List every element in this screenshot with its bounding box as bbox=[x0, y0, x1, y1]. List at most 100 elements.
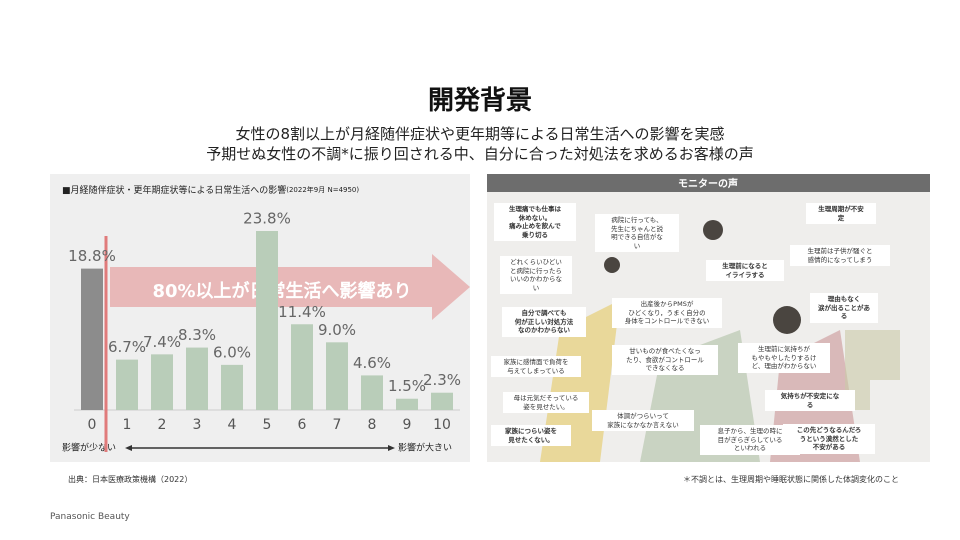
bubble-line: 息子から、生理の時に bbox=[717, 427, 783, 435]
bubble-line: 母は元気だそっている bbox=[513, 394, 579, 402]
x-tick-label: 7 bbox=[333, 417, 342, 433]
speech-bubble: 生理周期が不安定 bbox=[806, 203, 876, 224]
bar bbox=[81, 268, 103, 410]
speech-bubble: この先どうなるんだろ うという漠然とした 不安がある bbox=[783, 424, 875, 454]
x-tick-label: 0 bbox=[88, 417, 97, 433]
bubble-line: 生理周期が不安 bbox=[818, 205, 864, 213]
slide-title: 開発背景 bbox=[427, 86, 532, 116]
source: 出典：日本医療政策機構（2022） bbox=[68, 475, 193, 484]
speech-bubble: 生理前は子供が騒ぐと 感情的になってしまう bbox=[790, 245, 890, 266]
value-label: 4.6% bbox=[353, 354, 391, 372]
bubble-line: 何が正しい対処方法 bbox=[514, 317, 574, 326]
bubble-line: 生理前になると bbox=[722, 262, 768, 270]
monitor-header bbox=[487, 174, 930, 192]
x-tick-label: 4 bbox=[228, 417, 237, 433]
chart-title-text: ■月経随伴症状・更年期症状等による日常生活への影響 bbox=[62, 184, 286, 196]
x-high-label: 影響が大きい bbox=[398, 442, 452, 454]
bubble-line: 生理痛でも仕事は bbox=[509, 205, 561, 213]
bubble-line: うという漠然とした bbox=[799, 434, 859, 443]
bubble-line: 明できる自信がな bbox=[611, 233, 663, 241]
speech-bubble: 母は元気だそっている 姿を見せたい。 bbox=[503, 392, 589, 413]
bubble-line: 定 bbox=[837, 213, 845, 222]
bubble-line: る bbox=[806, 400, 814, 409]
bubble-line: と病院に行ったら bbox=[510, 266, 562, 275]
bar bbox=[431, 392, 453, 410]
bubble-line: 目がぎらぎらしている bbox=[717, 435, 783, 444]
bubble-line: たり、食欲がコントロール bbox=[626, 355, 704, 364]
x-tick-label: 6 bbox=[298, 417, 307, 433]
shape bbox=[773, 306, 801, 334]
bar bbox=[186, 347, 208, 410]
bubble-line: ど、理由がわからない bbox=[751, 362, 817, 370]
value-label: 8.3% bbox=[178, 326, 216, 344]
bubble-line: 出産後からPMSが bbox=[640, 300, 694, 308]
bar bbox=[116, 359, 138, 410]
value-label: 2.3% bbox=[423, 371, 461, 389]
bubble-line: イライラする bbox=[725, 270, 765, 279]
speech-bubble: どれくらいひどい と病院に行ったら いいのかわからない bbox=[500, 256, 572, 294]
bubble-line: 生理前に気持ちが bbox=[758, 345, 810, 353]
bubble-line: 病院に行っても、 bbox=[611, 216, 663, 224]
bubble-line: なのかわからない bbox=[518, 326, 570, 334]
value-label: 18.8% bbox=[68, 247, 116, 265]
bubble-line: 痛み止めを飲んで bbox=[509, 222, 561, 230]
bubble-line: 家族に感情面で負荷を bbox=[503, 358, 569, 366]
bubble-line: できなくなる bbox=[645, 364, 685, 372]
bubble-line: 家族になかなか言えない bbox=[607, 420, 679, 429]
speech-bubble: 生理前になると イライラする bbox=[706, 260, 784, 281]
subtitle-line: 予期せぬ女性の不調*に振り回される中、自分に合った対処法を求めるお客様の声 bbox=[206, 145, 754, 163]
footnote: ＊不調とは、生理周期や睡眠状態に関係した体調変化のこと bbox=[683, 475, 899, 484]
x-tick-label: 1 bbox=[123, 417, 132, 433]
shape bbox=[845, 330, 900, 410]
speech-bubble: 病院に行っても、 先生にちゃんと説 明できる自信がない bbox=[595, 214, 679, 252]
bubble-line: 先生にちゃんと説 bbox=[611, 224, 663, 233]
value-label: 23.8% bbox=[243, 210, 291, 228]
value-label: 9.0% bbox=[318, 321, 356, 339]
speech-bubble: 理由もなく 涙が出ることがある bbox=[810, 293, 878, 323]
speech-bubble: 生理前に気持ちが もやもやしたりするけ ど、理由がわからない bbox=[738, 343, 830, 373]
bubble-line: 休めない。 bbox=[518, 213, 552, 222]
speech-bubble: 自分で調べても 何が正しい対処方法 なのかわからない bbox=[502, 307, 586, 337]
chart-title: ■月経随伴症状・更年期症状等による日常生活への影響(2022年9月 N=4950… bbox=[62, 184, 359, 196]
speech-bubble: 家族に感情面で負荷を 与えてしまっている bbox=[491, 356, 581, 377]
bubble-line: もやもやしたりするけ bbox=[751, 353, 817, 362]
x-tick-label: 2 bbox=[158, 417, 167, 433]
x-tick-label: 10 bbox=[433, 417, 451, 433]
value-label: 7.4% bbox=[143, 333, 181, 351]
speech-bubble: 家族につらい姿を 見せたくない。 bbox=[491, 425, 571, 446]
bubble-line: 気持ちが不安定にな bbox=[780, 392, 840, 400]
bubble-line: 家族につらい姿を bbox=[505, 427, 557, 435]
speech-bubble: 出産後からPMSが ひどくなり，うまく自分の 身体をコントロールできない bbox=[612, 298, 722, 328]
bubble-line: 感情的になってしまう bbox=[807, 255, 873, 264]
value-label: 1.5% bbox=[388, 377, 426, 395]
annotation-arrow bbox=[110, 254, 470, 320]
shape bbox=[604, 257, 620, 273]
x-tick-label: 9 bbox=[403, 417, 412, 433]
bubble-line: どれくらいひどい bbox=[510, 258, 562, 266]
bubble-line: い bbox=[532, 283, 540, 292]
bubble-line: 姿を見せたい。 bbox=[523, 402, 569, 411]
speech-bubble: 気持ちが不安定になる bbox=[765, 390, 855, 411]
speech-bubble: 甘いものが食べたくなっ たり、食欲がコントロール できなくなる bbox=[612, 345, 718, 375]
slide-subtitle: 女性の8割以上が月経随伴症状や更年期等による日常生活への影響を実感 予期せぬ女性… bbox=[0, 124, 960, 164]
speech-bubble: 生理痛でも仕事は 休めない。 痛み止めを飲んで 乗り切る bbox=[494, 203, 576, 241]
bar bbox=[256, 231, 278, 410]
bubble-line: ひどくなり，うまく自分の bbox=[628, 308, 706, 317]
value-label: 6.7% bbox=[108, 338, 146, 356]
value-label: 11.4% bbox=[278, 303, 326, 321]
bar bbox=[291, 324, 313, 410]
bubble-line: 乗り切る bbox=[522, 230, 548, 239]
chart-subtitle: (2022年9月 N=4950) bbox=[286, 185, 359, 194]
bubble-line: 甘いものが食べたくなっ bbox=[629, 347, 701, 355]
annotation-text: 80%以上が日常生活へ影響あり bbox=[152, 280, 411, 302]
bubble-line: 身体をコントロールできない bbox=[624, 317, 710, 325]
bar bbox=[151, 354, 173, 410]
bubble-line: 涙が出ることがあ bbox=[818, 303, 870, 312]
x-tick-label: 8 bbox=[368, 417, 377, 433]
speech-bubble: 体調がつらいって 家族になかなか言えない bbox=[592, 410, 694, 431]
bubble-line: 理由もなく bbox=[827, 295, 861, 303]
bubble-line: い bbox=[633, 241, 641, 250]
bar bbox=[361, 375, 383, 410]
